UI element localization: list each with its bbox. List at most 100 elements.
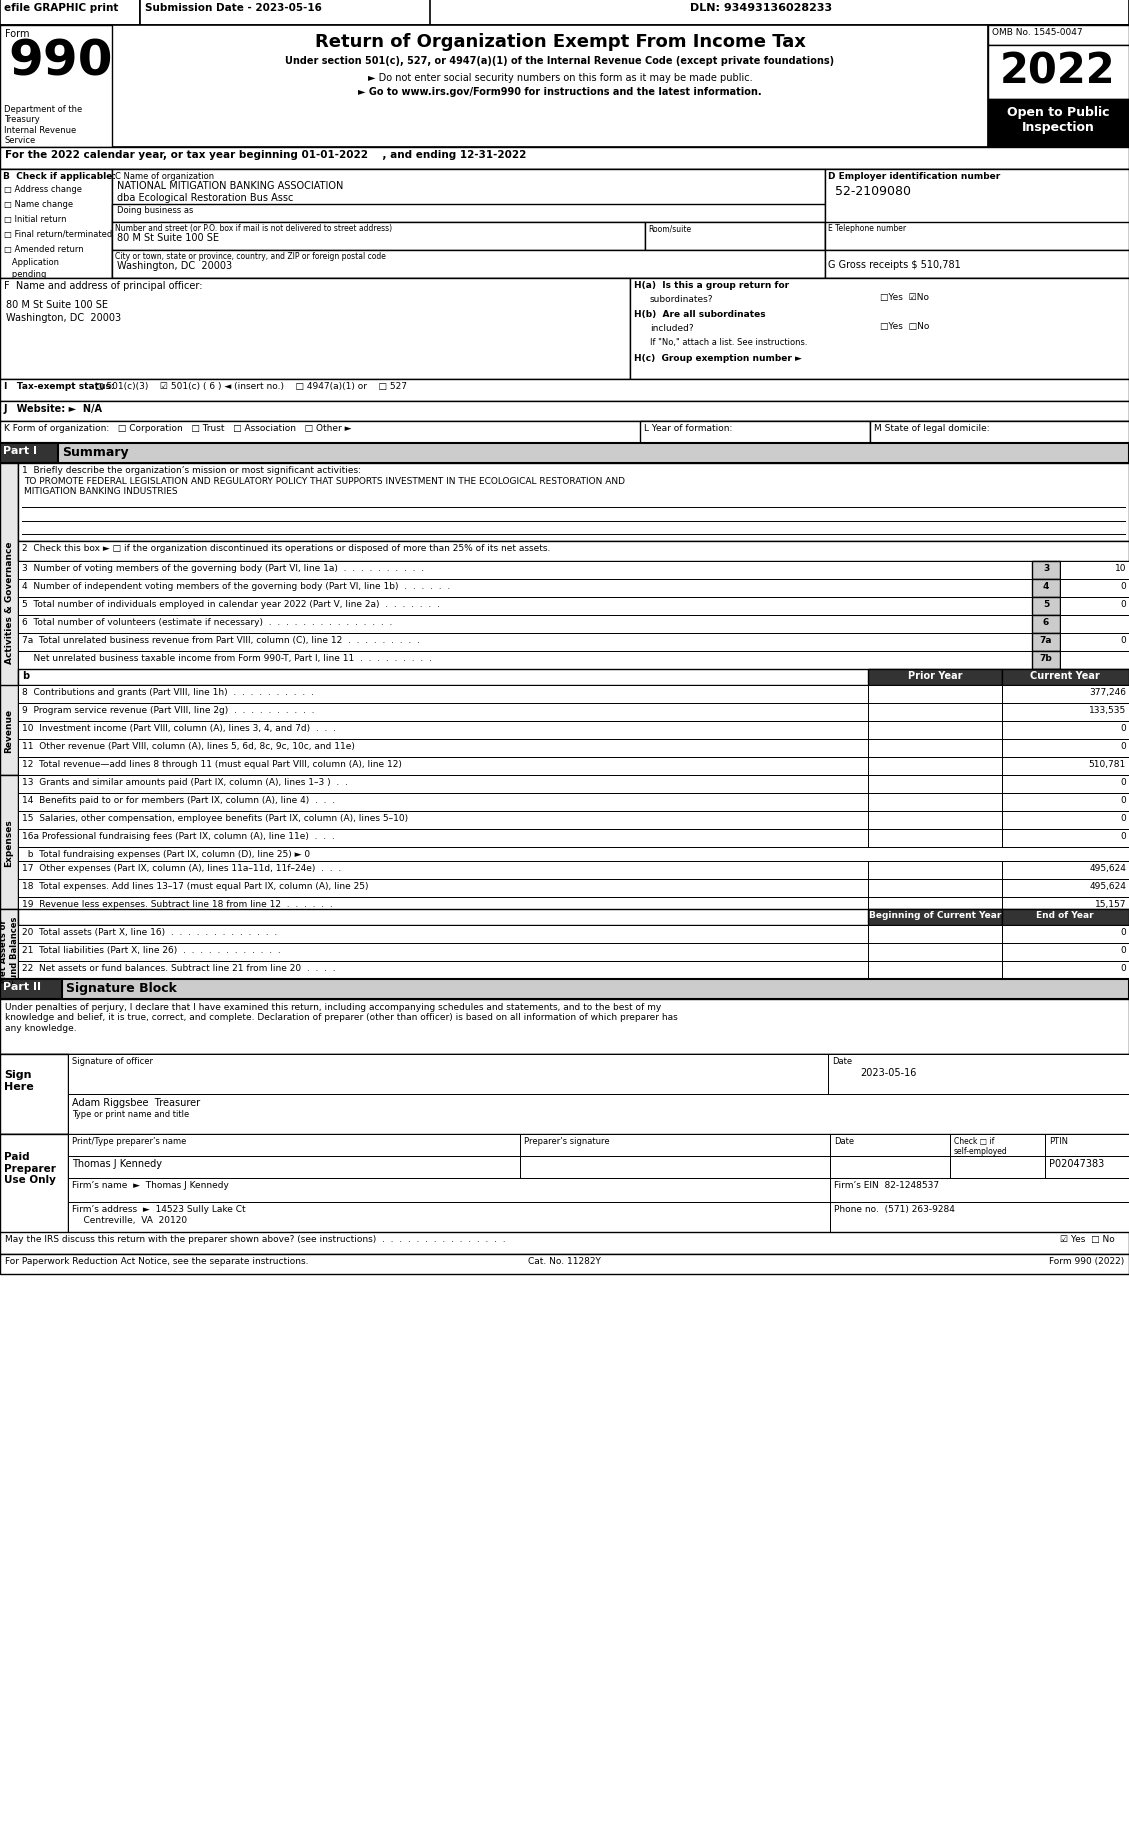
Bar bbox=[0, 1135, 68, 1254]
Text: Phone no.  (571) 263-9284: Phone no. (571) 263-9284 bbox=[834, 1204, 955, 1213]
Bar bbox=[1032, 562, 1060, 580]
Bar bbox=[1060, 598, 1129, 615]
Bar bbox=[18, 615, 1129, 633]
Text: □ 501(c)(3)    ☑ 501(c) ( 6 ) ◄ (insert no.)    □ 4947(a)(1) or    □ 527: □ 501(c)(3) ☑ 501(c) ( 6 ) ◄ (insert no.… bbox=[95, 382, 406, 392]
Bar bbox=[18, 776, 1129, 794]
Bar bbox=[0, 1232, 1129, 1254]
Bar bbox=[18, 721, 1129, 739]
Text: Activities & Governance: Activities & Governance bbox=[5, 542, 14, 664]
Bar bbox=[68, 1054, 828, 1094]
Text: NATIONAL MITIGATION BANKING ASSOCIATION: NATIONAL MITIGATION BANKING ASSOCIATION bbox=[117, 181, 343, 190]
Bar bbox=[830, 1179, 1129, 1202]
Text: 0: 0 bbox=[1120, 963, 1126, 972]
Text: Sign
Here: Sign Here bbox=[5, 1069, 34, 1091]
Text: 9  Program service revenue (Part VIII, line 2g)  .  .  .  .  .  .  .  .  .  .: 9 Program service revenue (Part VIII, li… bbox=[21, 706, 315, 714]
Bar bbox=[1060, 562, 1129, 580]
Bar bbox=[1003, 739, 1129, 758]
Text: 15,157: 15,157 bbox=[1094, 900, 1126, 908]
Text: K Form of organization:   □ Corporation   □ Trust   □ Association   □ Other ►: K Form of organization: □ Corporation □ … bbox=[5, 425, 351, 432]
Text: 5  Total number of individuals employed in calendar year 2022 (Part V, line 2a) : 5 Total number of individuals employed i… bbox=[21, 600, 440, 609]
Text: 6  Total number of volunteers (estimate if necessary)  .  .  .  .  .  .  .  .  .: 6 Total number of volunteers (estimate i… bbox=[21, 619, 393, 626]
Text: Firm’s name  ►  Thomas J Kennedy: Firm’s name ► Thomas J Kennedy bbox=[72, 1180, 229, 1190]
Text: D Employer identification number: D Employer identification number bbox=[828, 172, 1000, 181]
Bar bbox=[868, 811, 1003, 829]
Bar bbox=[1003, 776, 1129, 794]
Bar bbox=[18, 758, 1129, 776]
Bar bbox=[868, 670, 1003, 686]
Bar bbox=[18, 897, 1129, 915]
Text: 0: 0 bbox=[1120, 582, 1126, 591]
Text: P02047383: P02047383 bbox=[1049, 1158, 1104, 1168]
Text: Doing business as: Doing business as bbox=[117, 207, 193, 214]
Text: 11  Other revenue (Part VIII, column (A), lines 5, 6d, 8c, 9c, 10c, and 11e): 11 Other revenue (Part VIII, column (A),… bbox=[21, 741, 355, 750]
Bar bbox=[949, 1135, 1045, 1157]
Text: Under section 501(c), 527, or 4947(a)(1) of the Internal Revenue Code (except pr: Under section 501(c), 527, or 4947(a)(1)… bbox=[286, 57, 834, 66]
Bar bbox=[18, 686, 1129, 703]
Text: included?: included? bbox=[650, 324, 693, 333]
Text: Net unrelated business taxable income from Form 990-T, Part I, line 11  .  .  . : Net unrelated business taxable income fr… bbox=[21, 653, 432, 662]
Text: 0: 0 bbox=[1120, 741, 1126, 750]
Text: Preparer’s signature: Preparer’s signature bbox=[524, 1136, 610, 1146]
Text: B  Check if applicable:: B Check if applicable: bbox=[3, 172, 116, 181]
Text: Washington, DC  20003: Washington, DC 20003 bbox=[6, 313, 121, 322]
Bar bbox=[68, 1157, 520, 1179]
Text: Summary: Summary bbox=[62, 447, 129, 459]
Bar bbox=[18, 562, 1129, 580]
Text: City or town, state or province, country, and ZIP or foreign postal code: City or town, state or province, country… bbox=[115, 253, 386, 262]
Text: 15  Salaries, other compensation, employee benefits (Part IX, column (A), lines : 15 Salaries, other compensation, employe… bbox=[21, 814, 408, 822]
Text: H(b)  Are all subordinates: H(b) Are all subordinates bbox=[634, 309, 765, 318]
Bar bbox=[18, 811, 1129, 829]
Text: Cat. No. 11282Y: Cat. No. 11282Y bbox=[527, 1257, 601, 1265]
Text: Type or print name and title: Type or print name and title bbox=[72, 1109, 190, 1118]
Text: Number and street (or P.O. box if mail is not delivered to street address): Number and street (or P.O. box if mail i… bbox=[115, 223, 392, 232]
Text: 10  Investment income (Part VIII, column (A), lines 3, 4, and 7d)  .  .  .: 10 Investment income (Part VIII, column … bbox=[21, 723, 336, 732]
Bar bbox=[1003, 961, 1129, 979]
Bar bbox=[0, 1254, 1129, 1274]
Bar bbox=[870, 421, 1129, 443]
Text: 133,535: 133,535 bbox=[1088, 706, 1126, 714]
Text: DLN: 93493136028233: DLN: 93493136028233 bbox=[690, 4, 832, 13]
Bar bbox=[68, 1094, 1129, 1135]
Text: 20  Total assets (Part X, line 16)  .  .  .  .  .  .  .  .  .  .  .  .  .: 20 Total assets (Part X, line 16) . . . … bbox=[21, 928, 278, 937]
Bar bbox=[112, 170, 825, 300]
Bar bbox=[18, 880, 1129, 897]
Text: 52-2109080: 52-2109080 bbox=[835, 185, 911, 198]
Bar bbox=[830, 1202, 1129, 1232]
Text: 0: 0 bbox=[1120, 796, 1126, 805]
Text: Room/suite: Room/suite bbox=[648, 223, 691, 232]
Text: Department of the
Treasury
Internal Revenue
Service: Department of the Treasury Internal Reve… bbox=[5, 104, 82, 145]
Bar bbox=[520, 1135, 830, 1157]
Bar bbox=[1060, 615, 1129, 633]
Text: 12  Total revenue—add lines 8 through 11 (must equal Part VIII, column (A), line: 12 Total revenue—add lines 8 through 11 … bbox=[21, 759, 402, 769]
Text: H(c)  Group exemption number ►: H(c) Group exemption number ► bbox=[634, 353, 802, 362]
Text: pending: pending bbox=[5, 269, 46, 278]
Text: 377,246: 377,246 bbox=[1089, 688, 1126, 697]
Text: Beginning of Current Year: Beginning of Current Year bbox=[869, 911, 1001, 919]
Bar bbox=[1032, 615, 1060, 633]
Bar bbox=[949, 1157, 1045, 1179]
Text: 2023-05-16: 2023-05-16 bbox=[860, 1067, 917, 1078]
Bar bbox=[1003, 880, 1129, 897]
Bar bbox=[18, 944, 1129, 961]
Text: Open to Public
Inspection: Open to Public Inspection bbox=[1007, 106, 1110, 134]
Bar bbox=[0, 443, 1129, 463]
Text: Current Year: Current Year bbox=[1030, 670, 1100, 681]
Text: 0: 0 bbox=[1120, 600, 1126, 609]
Bar bbox=[0, 278, 1129, 381]
Text: 0: 0 bbox=[1120, 778, 1126, 787]
Bar bbox=[18, 794, 1129, 811]
Text: 1  Briefly describe the organization’s mission or most significant activities:: 1 Briefly describe the organization’s mi… bbox=[21, 467, 361, 474]
Text: M State of legal domicile:: M State of legal domicile: bbox=[874, 425, 990, 432]
Text: □Yes  □No: □Yes □No bbox=[879, 322, 929, 331]
Text: □ Amended return: □ Amended return bbox=[5, 245, 84, 254]
Text: C Name of organization: C Name of organization bbox=[115, 172, 215, 181]
Text: □ Final return/terminated: □ Final return/terminated bbox=[5, 231, 112, 240]
Bar bbox=[0, 776, 18, 910]
Bar bbox=[825, 170, 1129, 251]
Text: OMB No. 1545-0047: OMB No. 1545-0047 bbox=[992, 27, 1083, 37]
Bar bbox=[1032, 598, 1060, 615]
Text: 14  Benefits paid to or for members (Part IX, column (A), line 4)  .  .  .: 14 Benefits paid to or for members (Part… bbox=[21, 796, 335, 805]
Text: 7a: 7a bbox=[1040, 635, 1052, 644]
Text: 495,624: 495,624 bbox=[1089, 882, 1126, 891]
Bar bbox=[18, 862, 1129, 880]
